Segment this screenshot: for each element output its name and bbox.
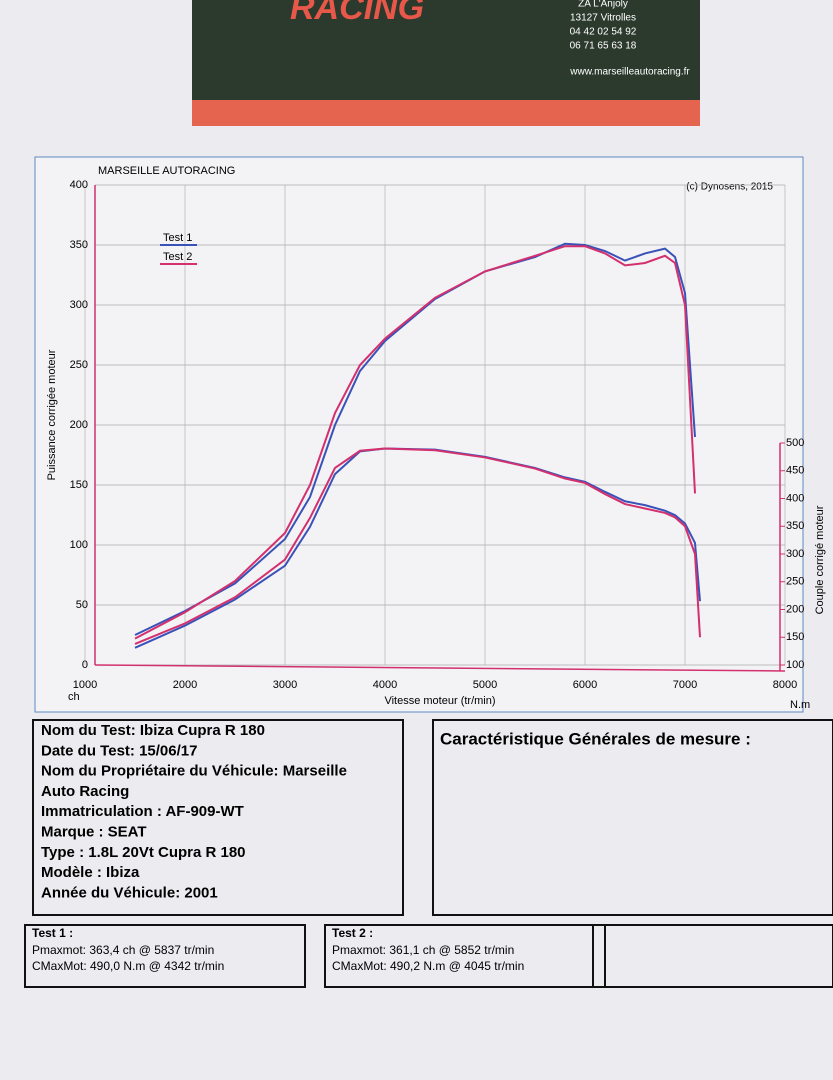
y2-axis-label: Couple corrigé moteur (814, 505, 826, 614)
curve (134, 245, 696, 640)
y2-tick-label: 250 (786, 576, 804, 588)
logo: RACING (290, 0, 424, 27)
y-tick-label: 100 (70, 539, 88, 551)
address-line: ZA L'Anjoly (578, 0, 628, 10)
y2-tick-label: 500 (786, 437, 804, 449)
result-box (324, 924, 606, 988)
legend-label: Test 2 (163, 251, 192, 263)
info-line: Immatriculation : AF-909-WT (41, 803, 244, 820)
banner-stripe (192, 100, 700, 126)
info-line: Nom du Test: Ibiza Cupra R 180 (41, 722, 265, 739)
x-tick-label: 6000 (573, 679, 597, 691)
x-tick-label: 7000 (673, 679, 697, 691)
result-line: CMaxMot: 490,2 N.m @ 4045 tr/min (332, 959, 524, 973)
x-tick-label: 3000 (273, 679, 297, 691)
curve (134, 447, 701, 645)
y-tick-label: 250 (70, 359, 88, 371)
y2-tick-label: 100 (786, 659, 804, 671)
y2-tick-label: 350 (786, 520, 804, 532)
y-tick-label: 200 (70, 419, 88, 431)
y-tick-label: 350 (70, 239, 88, 251)
result-line: CMaxMot: 490,0 N.m @ 4342 tr/min (32, 959, 224, 973)
result-line: Pmaxmot: 361,1 ch @ 5852 tr/min (332, 943, 514, 957)
x-tick-label: 1000 (73, 679, 97, 691)
banner (192, 0, 700, 105)
website: www.marseilleautoracing.fr (569, 67, 690, 78)
info-line: Modèle : Ibiza (41, 864, 140, 881)
y2-tick-label: 400 (786, 492, 804, 504)
info-line: Année du Véhicule: 2001 (41, 884, 218, 901)
x-axis (94, 664, 786, 672)
y2-tick-label: 200 (786, 603, 804, 615)
y-unit: ch (68, 691, 80, 703)
measure-box (432, 719, 833, 916)
empty-box (592, 924, 833, 988)
y2-tick-label: 300 (786, 548, 804, 560)
address-line: 06 71 65 63 18 (570, 41, 637, 52)
chart-frame (34, 156, 804, 713)
measure-title: Caractéristique Générales de mesure : (440, 729, 751, 748)
y-tick-label: 150 (70, 479, 88, 491)
address-line: 13127 Vitrolles (570, 13, 636, 24)
info-line: Marque : SEAT (41, 823, 147, 840)
result-box (24, 924, 306, 988)
y-tick-label: 50 (76, 599, 88, 611)
y-tick-label: 0 (82, 659, 88, 671)
info-line: Auto Racing (41, 783, 129, 800)
legend-label: Test 1 (163, 232, 192, 244)
x-tick-label: 5000 (473, 679, 497, 691)
y2-tick-label: 150 (786, 631, 804, 643)
result-line: Pmaxmot: 363,4 ch @ 5837 tr/min (32, 943, 214, 957)
x-tick-label: 2000 (173, 679, 197, 691)
y-axis-label: Puissance corrigée moteur (46, 349, 58, 480)
x-tick-label: 4000 (373, 679, 397, 691)
result-title: Test 2 : (332, 926, 373, 940)
copyright: (c) Dynosens, 2015 (686, 182, 773, 193)
chart-title: MARSEILLE AUTORACING (98, 165, 235, 177)
y-tick-label: 300 (70, 299, 88, 311)
x-tick-label: 8000 (773, 679, 797, 691)
info-line: Type : 1.8L 20Vt Cupra R 180 (41, 844, 246, 861)
info-box (32, 719, 404, 916)
address-line: 04 42 02 54 92 (570, 27, 637, 38)
y2-tick-label: 450 (786, 465, 804, 477)
info-line: Nom du Propriétaire du Véhicule: Marseil… (41, 763, 347, 780)
y-tick-label: 400 (70, 179, 88, 191)
info-line: Date du Test: 15/06/17 (41, 742, 197, 759)
result-title: Test 1 : (32, 926, 73, 940)
x-axis-label: Vitesse moteur (tr/min) (384, 695, 495, 707)
y2-unit: N.m (790, 699, 810, 711)
